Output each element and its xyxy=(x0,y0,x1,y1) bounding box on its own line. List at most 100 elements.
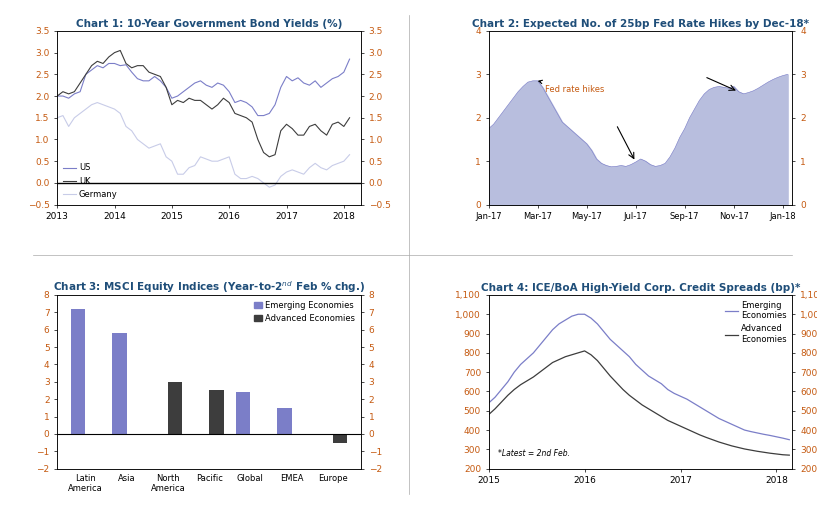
Advanced
Economies xyxy=(714,439,724,445)
Emerging
Economies xyxy=(580,311,590,317)
Emerging
Economies xyxy=(771,434,781,440)
Emerging
Economies xyxy=(733,424,743,430)
Advanced
Economies xyxy=(727,443,737,449)
Bar xyxy=(236,392,250,434)
Emerging
Economies xyxy=(721,418,730,424)
Advanced
Economies xyxy=(509,386,519,392)
Advanced
Economies xyxy=(682,426,692,432)
Emerging
Economies xyxy=(560,317,570,323)
Advanced
Economies xyxy=(618,386,628,392)
Advanced
Economies xyxy=(784,452,794,458)
Advanced
Economies xyxy=(721,441,730,447)
Advanced
Economies xyxy=(535,369,545,375)
Emerging
Economies xyxy=(682,396,692,402)
Germany xyxy=(236,176,246,182)
Advanced
Economies xyxy=(656,414,666,420)
Advanced
Economies xyxy=(676,423,685,430)
Advanced
Economies xyxy=(490,406,500,412)
Advanced
Economies xyxy=(547,359,557,366)
Advanced
Economies xyxy=(605,373,615,379)
Advanced
Economies xyxy=(586,352,596,358)
UK xyxy=(195,97,205,104)
US xyxy=(75,89,85,95)
Advanced
Economies xyxy=(752,448,762,454)
Emerging
Economies xyxy=(650,377,660,383)
Emerging
Economies xyxy=(714,416,724,422)
Emerging
Economies xyxy=(694,404,704,410)
Emerging
Economies xyxy=(656,381,666,387)
US xyxy=(52,93,62,99)
Advanced
Economies xyxy=(484,411,493,418)
Germany xyxy=(345,151,355,158)
Emerging
Economies xyxy=(522,355,532,362)
Line: UK: UK xyxy=(57,50,350,157)
Emerging
Economies xyxy=(509,369,519,375)
Advanced
Economies xyxy=(631,397,641,403)
Germany xyxy=(52,115,62,121)
UK xyxy=(212,101,222,108)
Germany xyxy=(75,110,85,116)
Emerging
Economies xyxy=(746,428,756,435)
Advanced
Economies xyxy=(624,392,634,399)
Emerging
Economies xyxy=(644,373,654,379)
Legend: Emerging Economies, Advanced Economies: Emerging Economies, Advanced Economies xyxy=(252,299,357,324)
Advanced
Economies xyxy=(669,420,679,426)
Advanced
Economies xyxy=(701,434,711,440)
US xyxy=(253,112,263,118)
UK xyxy=(75,80,85,86)
Emerging
Economies xyxy=(542,334,551,340)
Emerging
Economies xyxy=(612,342,622,348)
Emerging
Economies xyxy=(669,390,679,397)
Germany xyxy=(195,154,205,160)
Germany xyxy=(212,158,222,164)
US xyxy=(345,56,355,62)
Bar xyxy=(112,333,127,434)
Emerging
Economies xyxy=(708,411,717,418)
Emerging
Economies xyxy=(618,348,628,354)
Emerging
Economies xyxy=(490,394,500,400)
Germany xyxy=(92,99,102,106)
Advanced
Economies xyxy=(516,382,525,388)
UK xyxy=(265,154,275,160)
Advanced
Economies xyxy=(771,451,781,457)
Line: US: US xyxy=(57,59,350,115)
US xyxy=(328,76,337,82)
Emerging
Economies xyxy=(759,431,769,437)
UK xyxy=(236,112,246,118)
Advanced
Economies xyxy=(567,352,577,358)
Advanced
Economies xyxy=(560,354,570,360)
Emerging
Economies xyxy=(574,311,583,317)
Emerging
Economies xyxy=(752,430,762,436)
Emerging
Economies xyxy=(586,315,596,321)
Legend: Emerging
Economies, Advanced
Economies: Emerging Economies, Advanced Economies xyxy=(724,299,788,346)
Advanced
Economies xyxy=(759,449,769,455)
Text: *Latest = 2nd Feb.: *Latest = 2nd Feb. xyxy=(498,450,569,458)
Emerging
Economies xyxy=(503,379,513,385)
Legend: US, UK, Germany: US, UK, Germany xyxy=(61,162,119,200)
Advanced
Economies xyxy=(733,444,743,451)
Advanced
Economies xyxy=(574,350,583,356)
Title: Chart 3: MSCI Equity Indices (Year-to-2$^{nd}$ Feb % chg.): Chart 3: MSCI Equity Indices (Year-to-2$… xyxy=(53,279,365,295)
Emerging
Economies xyxy=(784,437,794,443)
Bar xyxy=(209,390,224,434)
Title: Chart 4: ICE/BoA High-Yield Corp. Credit Spreads (bp)*: Chart 4: ICE/BoA High-Yield Corp. Credit… xyxy=(481,283,801,293)
Emerging
Economies xyxy=(529,350,538,356)
Bar xyxy=(167,382,182,434)
Germany xyxy=(161,154,171,160)
Emerging
Economies xyxy=(766,433,775,439)
Emerging
Economies xyxy=(497,386,507,392)
Advanced
Economies xyxy=(503,392,513,399)
UK xyxy=(161,84,171,91)
Germany xyxy=(265,184,275,191)
UK xyxy=(248,119,257,125)
Advanced
Economies xyxy=(778,452,788,458)
Emerging
Economies xyxy=(535,342,545,348)
Germany xyxy=(248,173,257,179)
Advanced
Economies xyxy=(497,399,507,405)
Advanced
Economies xyxy=(592,357,602,364)
Emerging
Economies xyxy=(663,386,672,392)
Advanced
Economies xyxy=(739,446,749,452)
Advanced
Economies xyxy=(650,409,660,416)
Line: Germany: Germany xyxy=(57,102,350,187)
Emerging
Economies xyxy=(778,435,788,441)
